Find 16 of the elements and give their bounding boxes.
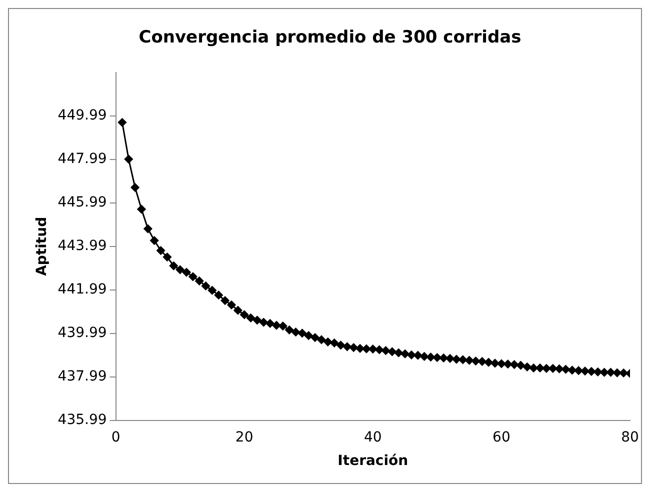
y-tick-label: 439.99 [58, 325, 107, 342]
x-tick-label: 60 [492, 429, 510, 446]
y-tick-label: 447.99 [58, 151, 107, 168]
x-tick-label: 0 [111, 429, 120, 446]
x-tick-label: 40 [364, 429, 382, 446]
y-tick-label: 437.99 [58, 368, 107, 385]
x-tick-label: 80 [621, 429, 639, 446]
y-tick-label: 445.99 [58, 194, 107, 211]
chart-title: Convergencia promedio de 300 corridas [138, 28, 522, 48]
y-axis-title: Aptitud [34, 216, 50, 276]
y-tick-label: 443.99 [58, 238, 107, 254]
y-tick-label: 449.99 [58, 108, 107, 124]
y-tick-label: 441.99 [58, 282, 107, 298]
x-axis-title: Iteración [338, 453, 408, 470]
y-tick-label: 435.99 [58, 412, 107, 428]
x-tick-label: 20 [235, 429, 254, 446]
